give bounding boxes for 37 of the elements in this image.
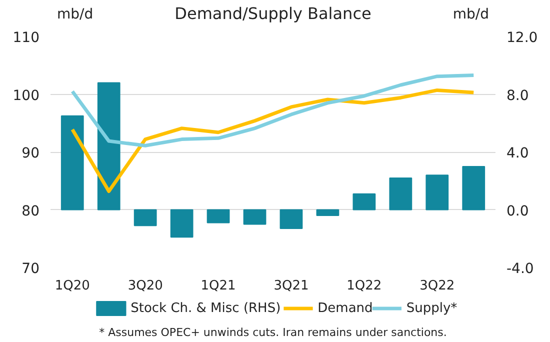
x-tick-label: 1Q22 [346, 278, 382, 294]
x-tick-label: 1Q20 [54, 278, 90, 294]
chart-title: Demand/Supply Balance [174, 4, 372, 23]
line-series [70, 73, 476, 148]
bar [316, 209, 340, 216]
y-axis-title: mb/d [56, 6, 94, 22]
y2-tick-label: 12.0 [506, 30, 538, 46]
bar [352, 193, 376, 210]
bar [426, 174, 449, 210]
x-tick-label: 3Q20 [128, 278, 163, 294]
y-tick-label: 100 [12, 88, 40, 104]
y-tick-label: 80 [22, 203, 40, 220]
x-tick-label: 3Q22 [420, 278, 455, 294]
bar [462, 166, 486, 210]
bar [280, 209, 303, 230]
bar [60, 115, 84, 210]
legend-label: Stock Ch. & Misc (RHS) [130, 301, 281, 316]
x-tick-label: 3Q21 [274, 278, 309, 294]
legend-label: Demand [318, 301, 373, 316]
line-series [70, 88, 476, 194]
bar [389, 177, 412, 210]
text: * Assumes OPEC+ unwinds cuts. Iran remains under sanctions. [99, 326, 447, 339]
bar [97, 82, 120, 210]
bar [134, 209, 157, 226]
bar [243, 209, 266, 225]
y-tick-label: 90 [22, 146, 40, 162]
y-tick-label: 70 [22, 261, 40, 277]
y2-axis-title: mb/d [452, 6, 490, 22]
y2-tick-label: 8.0 [506, 88, 529, 104]
legend-label: Supply* [406, 301, 458, 316]
y2-tick-label: -4.0 [506, 261, 534, 277]
y2-tick-label: 0.0 [506, 203, 529, 220]
y2-tick-label: 4.0 [506, 146, 529, 162]
bar [170, 209, 194, 238]
y-tick-label: 110 [12, 30, 40, 46]
bar [206, 209, 230, 224]
x-tick-label: 1Q21 [200, 278, 236, 294]
